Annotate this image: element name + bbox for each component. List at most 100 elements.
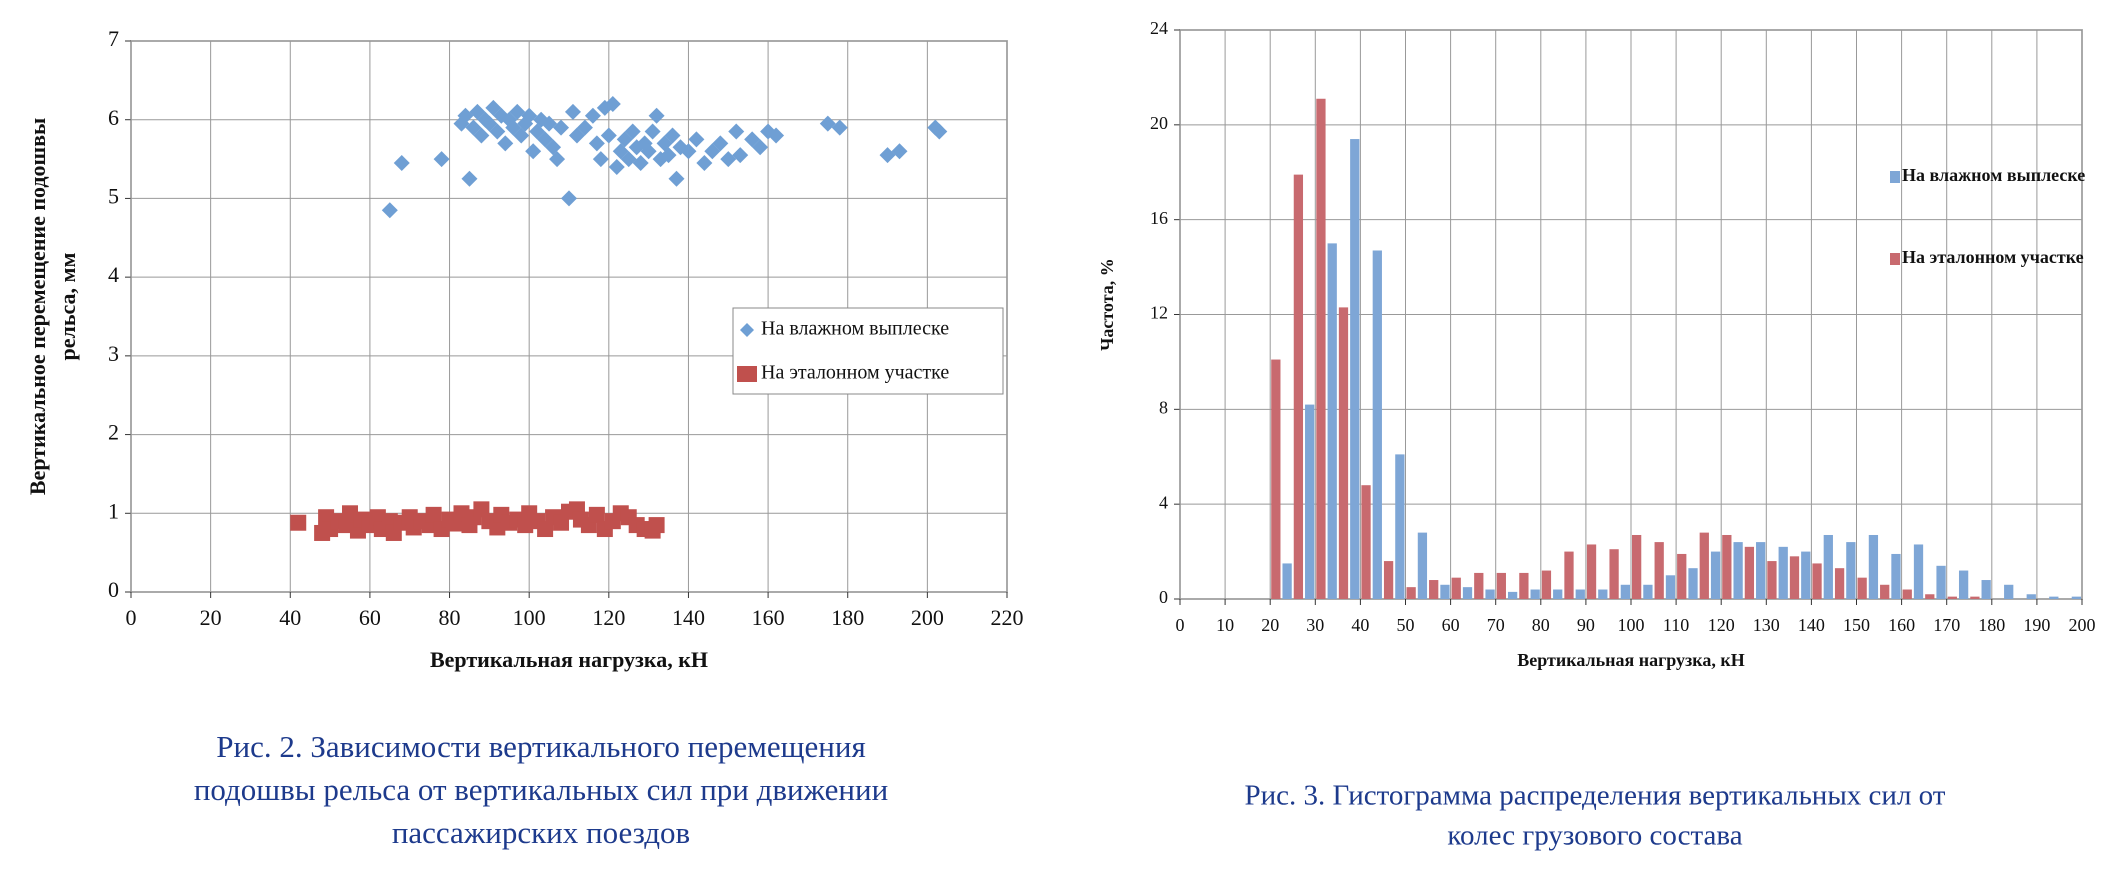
bar: [1857, 577, 1867, 599]
y-tick-label: 3: [108, 341, 119, 366]
bar: [1846, 542, 1856, 599]
bar: [1440, 584, 1450, 599]
bar: [1643, 584, 1653, 599]
point: [425, 506, 442, 523]
legend-box: [732, 307, 1004, 395]
point: [600, 127, 617, 144]
point: [819, 115, 836, 132]
point: [564, 103, 581, 120]
x-tick-label: 130: [1753, 615, 1780, 635]
point: [608, 158, 625, 175]
bar: [1654, 542, 1664, 599]
bar: [1801, 551, 1811, 599]
legend-marker: [1890, 253, 1900, 265]
y-tick-label: 4: [108, 262, 119, 287]
x-axis-label: Вертикальная нагрузка, кН: [1517, 650, 1745, 670]
bar: [1981, 580, 1991, 599]
point: [549, 151, 566, 168]
point: [457, 107, 474, 124]
point: [553, 119, 570, 136]
point: [688, 131, 705, 148]
bar: [1564, 551, 1574, 599]
x-tick-label: 60: [1442, 615, 1460, 635]
x-tick-label: 180: [1978, 615, 2005, 635]
x-tick-label: 0: [1176, 615, 1185, 635]
x-tick-label: 150: [1843, 615, 1870, 635]
caption: Рис. 2. Зависимости вертикального переме…: [216, 729, 866, 764]
legend-label: На эталонном участке: [1902, 247, 2084, 267]
point: [644, 123, 661, 140]
y-tick-label: 6: [108, 105, 119, 130]
x-tick-label: 100: [513, 605, 546, 630]
bar: [1947, 596, 1957, 599]
bar: [2004, 584, 2014, 599]
bar: [2049, 596, 2059, 599]
y-tick-label: 20: [1150, 113, 1168, 133]
y-tick-label: 1: [108, 498, 119, 523]
x-tick-label: 30: [1306, 615, 1324, 635]
legend-marker: [737, 366, 757, 382]
bar: [1677, 553, 1687, 599]
point: [720, 151, 737, 168]
x-tick-label: 220: [991, 605, 1024, 630]
point: [588, 135, 605, 152]
bar: [1688, 568, 1698, 599]
point: [879, 147, 896, 164]
bar: [1632, 534, 1642, 599]
bar: [1789, 556, 1800, 599]
bar: [1913, 544, 1924, 599]
point: [680, 143, 697, 160]
x-tick-label: 60: [359, 605, 381, 630]
bar: [1575, 589, 1585, 599]
bar: [1609, 549, 1619, 599]
bar: [1271, 359, 1281, 599]
point: [509, 103, 526, 120]
bar: [1282, 563, 1292, 599]
bar: [1902, 589, 1912, 599]
x-tick-label: 20: [1261, 615, 1279, 635]
x-tick-label: 140: [1798, 615, 1825, 635]
bar: [1553, 589, 1563, 599]
point: [640, 143, 657, 160]
caption: пассажирских поездов: [392, 815, 690, 850]
bar: [1823, 534, 1833, 599]
bar: [1485, 589, 1495, 599]
bar: [1496, 572, 1506, 599]
point: [712, 135, 729, 152]
bar: [1891, 553, 1901, 599]
bar: [1778, 546, 1788, 599]
bar: [1406, 587, 1416, 599]
bar: [1372, 250, 1382, 600]
x-tick-label: 90: [1577, 615, 1595, 635]
point: [513, 127, 530, 144]
x-tick-label: 0: [126, 605, 137, 630]
point: [588, 506, 605, 523]
bar: [1327, 243, 1337, 599]
bar: [1925, 594, 1935, 599]
legend-label: На влажном выплеске: [761, 318, 949, 340]
bar: [1507, 591, 1518, 599]
x-tick-label: 80: [1532, 615, 1550, 635]
bar: [1519, 572, 1529, 599]
bar: [1744, 546, 1755, 599]
bar: [1541, 570, 1552, 599]
y-tick-label: 5: [108, 183, 119, 208]
y-axis-label: рельса, мм: [55, 252, 80, 360]
point: [768, 127, 785, 144]
point: [576, 119, 593, 136]
bar: [1812, 563, 1822, 599]
caption: подошвы рельса от вертикальных сил при д…: [194, 772, 888, 807]
x-tick-label: 120: [592, 605, 625, 630]
bar: [1970, 596, 1980, 599]
bar: [1699, 532, 1709, 599]
bar: [1451, 577, 1461, 599]
point: [696, 155, 713, 172]
point: [381, 202, 398, 219]
x-tick-label: 100: [1618, 615, 1645, 635]
bar: [1316, 98, 1326, 600]
x-tick-label: 120: [1708, 615, 1735, 635]
x-tick-label: 20: [200, 605, 222, 630]
point: [497, 135, 514, 152]
bar: [2026, 594, 2036, 599]
